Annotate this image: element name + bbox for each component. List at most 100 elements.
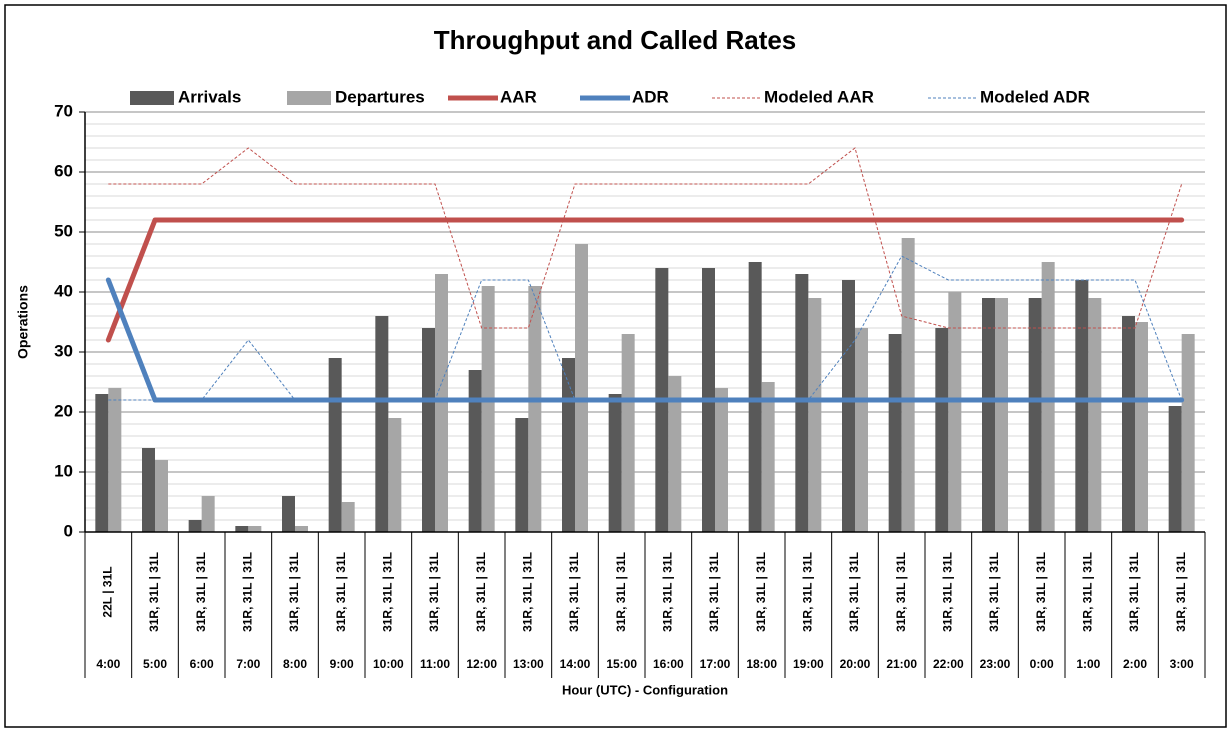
x-tick-label: 16:00 — [653, 657, 684, 671]
legend-label: Modeled AAR — [764, 87, 874, 106]
dashed-line — [108, 147, 1183, 329]
configuration-label: 31R, 31L | 31L — [1034, 552, 1048, 632]
bar — [1168, 406, 1182, 532]
configuration-label: 31R, 31L | 31L — [894, 552, 908, 632]
bar — [375, 316, 389, 532]
configuration-label: 31R, 31L | 31L — [847, 552, 861, 632]
bar — [341, 502, 355, 532]
bar — [142, 448, 155, 532]
configuration-label: 31R, 31L | 31L — [147, 552, 161, 632]
x-tick-label: 17:00 — [700, 657, 731, 671]
bar — [1122, 316, 1135, 532]
configuration-label: 22L | 31L — [101, 566, 115, 617]
bar — [435, 274, 448, 532]
configuration-label: 31R, 31L | 31L — [754, 552, 768, 632]
bar — [528, 286, 542, 532]
y-tick-label: 30 — [54, 341, 73, 360]
y-tick-label: 70 — [54, 101, 73, 120]
x-tick-label: 8:00 — [283, 657, 307, 671]
bar — [515, 418, 529, 532]
configuration-label: 31R, 31L | 31L — [1081, 552, 1095, 632]
configuration-label: 31R, 31L | 31L — [241, 552, 255, 632]
x-axis-label: Hour (UTC) - Configuration — [562, 682, 728, 697]
configuration-label: 31R, 31L | 31L — [194, 552, 208, 632]
bar — [901, 238, 915, 532]
y-tick-label: 0 — [64, 521, 73, 540]
bar — [481, 286, 495, 532]
configuration-label: 31R, 31L | 31L — [707, 552, 721, 632]
bar — [155, 460, 168, 532]
x-tick-label: 1:00 — [1076, 657, 1100, 671]
bar — [621, 334, 635, 532]
bar — [388, 418, 402, 532]
x-tick-label: 20:00 — [840, 657, 871, 671]
bar — [748, 262, 762, 532]
legend-label: Departures — [335, 87, 425, 106]
x-tick-label: 2:00 — [1123, 657, 1147, 671]
bar — [995, 298, 1008, 532]
configuration-label: 31R, 31L | 31L — [334, 552, 348, 632]
configuration-label: 31R, 31L | 31L — [521, 552, 535, 632]
configuration-label: 31R, 31L | 31L — [614, 552, 628, 632]
legend-label: ADR — [632, 87, 669, 106]
line — [105, 277, 1185, 403]
bar — [948, 292, 962, 532]
x-tick-label: 23:00 — [980, 657, 1011, 671]
bar — [248, 526, 262, 532]
y-tick-label: 60 — [54, 161, 73, 180]
bar — [1075, 280, 1089, 532]
bar — [668, 376, 682, 532]
bar — [108, 388, 122, 532]
configuration-label: 31R, 31L | 31L — [474, 552, 488, 632]
bar — [808, 298, 822, 532]
configuration-label: 31R, 31L | 31L — [567, 552, 581, 632]
x-tick-label: 11:00 — [420, 657, 450, 671]
bar — [282, 496, 295, 532]
x-tick-label: 7:00 — [236, 657, 260, 671]
line — [105, 217, 1185, 343]
x-tick-label: 19:00 — [793, 657, 824, 671]
bar — [795, 274, 809, 532]
x-tick-label: 9:00 — [330, 657, 354, 671]
configuration-label: 31R, 31L | 31L — [381, 552, 395, 632]
y-axis-label: Operations — [15, 285, 31, 359]
y-tick-label: 40 — [54, 281, 73, 300]
bar — [1181, 334, 1195, 532]
bar — [608, 394, 622, 532]
bar — [982, 298, 995, 532]
y-tick-label: 50 — [54, 221, 73, 240]
x-tick-label: 10:00 — [373, 657, 404, 671]
bar — [95, 394, 109, 532]
y-tick-label: 20 — [54, 401, 73, 420]
configuration-label: 31R, 31L | 31L — [1127, 552, 1141, 632]
bar — [715, 388, 728, 532]
bar — [1028, 298, 1042, 532]
x-tick-label: 15:00 — [606, 657, 637, 671]
legend-swatch — [287, 91, 331, 105]
legend-label: AAR — [500, 87, 537, 106]
x-tick-label: 6:00 — [190, 657, 214, 671]
bar — [888, 334, 902, 532]
configuration-label: 31R, 31L | 31L — [427, 552, 441, 632]
x-tick-label: 0:00 — [1030, 657, 1054, 671]
bar — [201, 496, 215, 532]
bar — [422, 328, 435, 532]
bar — [855, 328, 868, 532]
bar — [295, 526, 308, 532]
chart-title: Throughput and Called Rates — [434, 25, 797, 55]
chart-border — [4, 4, 1227, 728]
x-tick-label: 5:00 — [143, 657, 167, 671]
legend-swatch — [130, 91, 174, 105]
legend-label: Modeled ADR — [980, 87, 1090, 106]
bar — [468, 370, 482, 532]
x-tick-label: 3:00 — [1170, 657, 1194, 671]
x-tick-label: 13:00 — [513, 657, 544, 671]
bar — [1088, 298, 1102, 532]
configuration-label: 31R, 31L | 31L — [661, 552, 675, 632]
x-tick-label: 18:00 — [746, 657, 777, 671]
bar — [235, 526, 249, 532]
bar — [761, 382, 775, 532]
bar — [1135, 322, 1148, 532]
bar — [188, 520, 202, 532]
